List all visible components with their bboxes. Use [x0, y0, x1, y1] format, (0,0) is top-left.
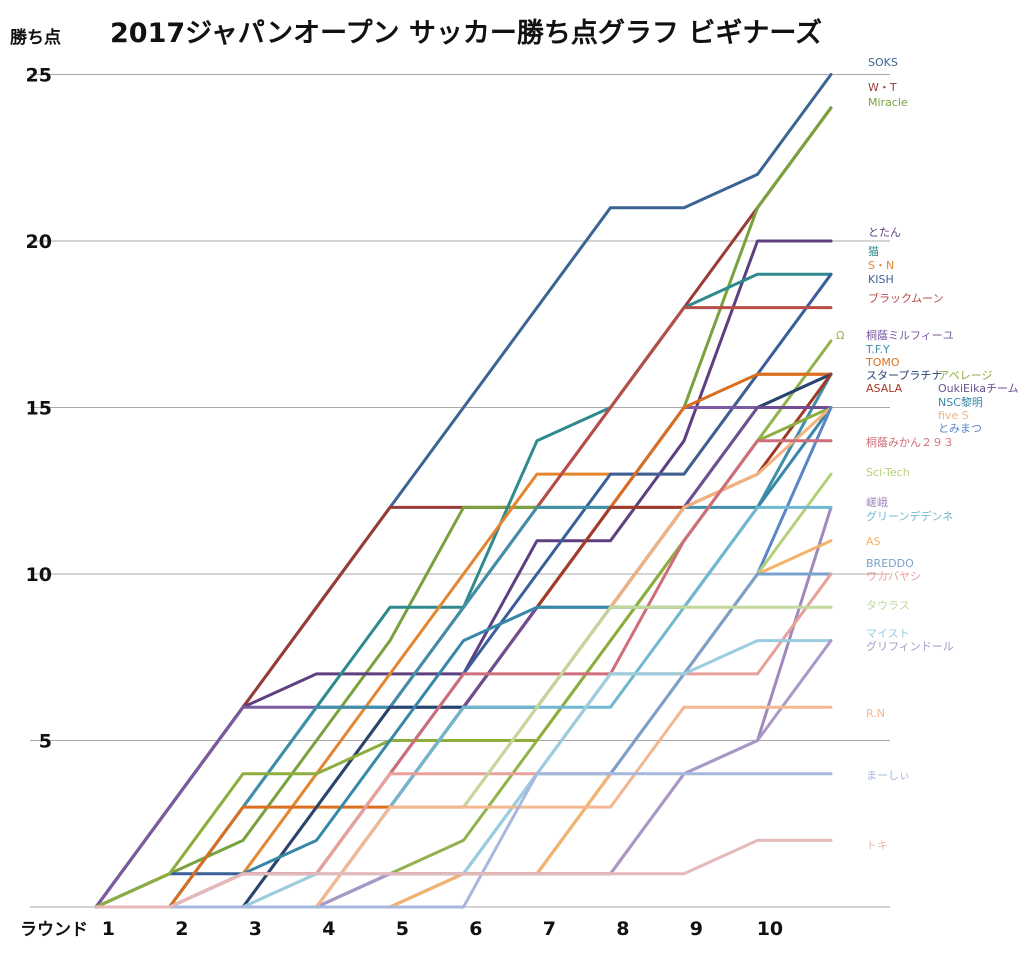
series-label: 猫 — [868, 245, 879, 258]
y-tick-label: 10 — [26, 564, 52, 586]
series-label: Ω — [836, 329, 844, 342]
series-label: タウラス — [866, 599, 910, 612]
x-tick-label: 10 — [757, 918, 783, 940]
series-line — [94, 539, 833, 909]
series-label: とたん — [868, 226, 901, 239]
x-tick-label: 5 — [396, 918, 409, 940]
series-label: Sci-Tech — [866, 466, 910, 479]
series-label: KISH — [868, 273, 894, 286]
series-label: スタープラチナ — [866, 369, 942, 382]
series-label: 桐蔭みかん２９３ — [866, 435, 954, 449]
x-tick-label: 3 — [249, 918, 262, 940]
series-label: NSC黎明 — [938, 395, 983, 409]
x-tick-label: 8 — [616, 918, 629, 940]
series-label: 桐蔭ミルフィーユ — [866, 328, 954, 342]
x-tick-label: 9 — [690, 918, 703, 940]
series-label: S・N — [868, 259, 894, 272]
series-label: R.N — [866, 707, 885, 720]
x-tick-label: 7 — [543, 918, 556, 940]
series-label: アベレージ — [938, 369, 993, 382]
series-label: マイスト — [866, 627, 910, 640]
series-label: Miracle — [868, 96, 908, 109]
y-tick-label: 20 — [26, 231, 52, 253]
series-label: ASALA — [866, 382, 903, 395]
series-line — [94, 272, 833, 909]
series-label: ブラックムーン — [868, 291, 944, 305]
y-tick-label: 25 — [26, 65, 52, 87]
series-label: AS — [866, 535, 881, 548]
x-tick-label: 4 — [322, 918, 335, 940]
x-tick-label: 6 — [469, 918, 482, 940]
y-axis-label: 勝ち点 — [10, 27, 61, 48]
series-label: まーしぃ — [866, 769, 910, 782]
series-label: SOKS — [868, 56, 898, 69]
series-line — [94, 772, 833, 909]
x-tick-label: 2 — [175, 918, 188, 940]
series-label: TOMO — [865, 356, 900, 369]
series-line — [94, 705, 833, 909]
series-label: グリフィンドール — [866, 639, 954, 653]
y-tick-label: 15 — [26, 398, 52, 420]
series-label: OukiEikaチーム — [938, 382, 1019, 395]
series-line — [94, 472, 833, 909]
x-axis-label: ラウンド — [20, 920, 88, 940]
series-label: five S — [938, 409, 969, 422]
series-line — [94, 106, 833, 909]
series-label: T.F.Y — [865, 343, 890, 356]
series-lines — [94, 73, 833, 909]
series-line — [94, 272, 833, 909]
y-tick-labels: 5 10 15 20 25 — [26, 65, 52, 753]
series-label: ワカバヤシ — [866, 570, 921, 583]
x-tick-label: 1 — [102, 918, 115, 940]
gridlines — [30, 74, 890, 908]
series-label: 嵯峨 — [866, 496, 888, 509]
series-line — [94, 838, 833, 909]
series-label: グリーンデデンネ — [866, 509, 953, 523]
chart-title: 2017ジャパンオープン サッカー勝ち点グラフ ビギナーズ — [110, 17, 822, 49]
y-tick-label: 5 — [39, 731, 52, 753]
series-label: トキ — [866, 839, 888, 852]
x-tick-labels: 1 2 3 4 5 6 7 8 9 10 — [102, 918, 783, 940]
series-label: W・T — [868, 81, 897, 94]
series-label: とみまつ — [938, 422, 982, 435]
series-label: BREDDO — [866, 557, 914, 570]
